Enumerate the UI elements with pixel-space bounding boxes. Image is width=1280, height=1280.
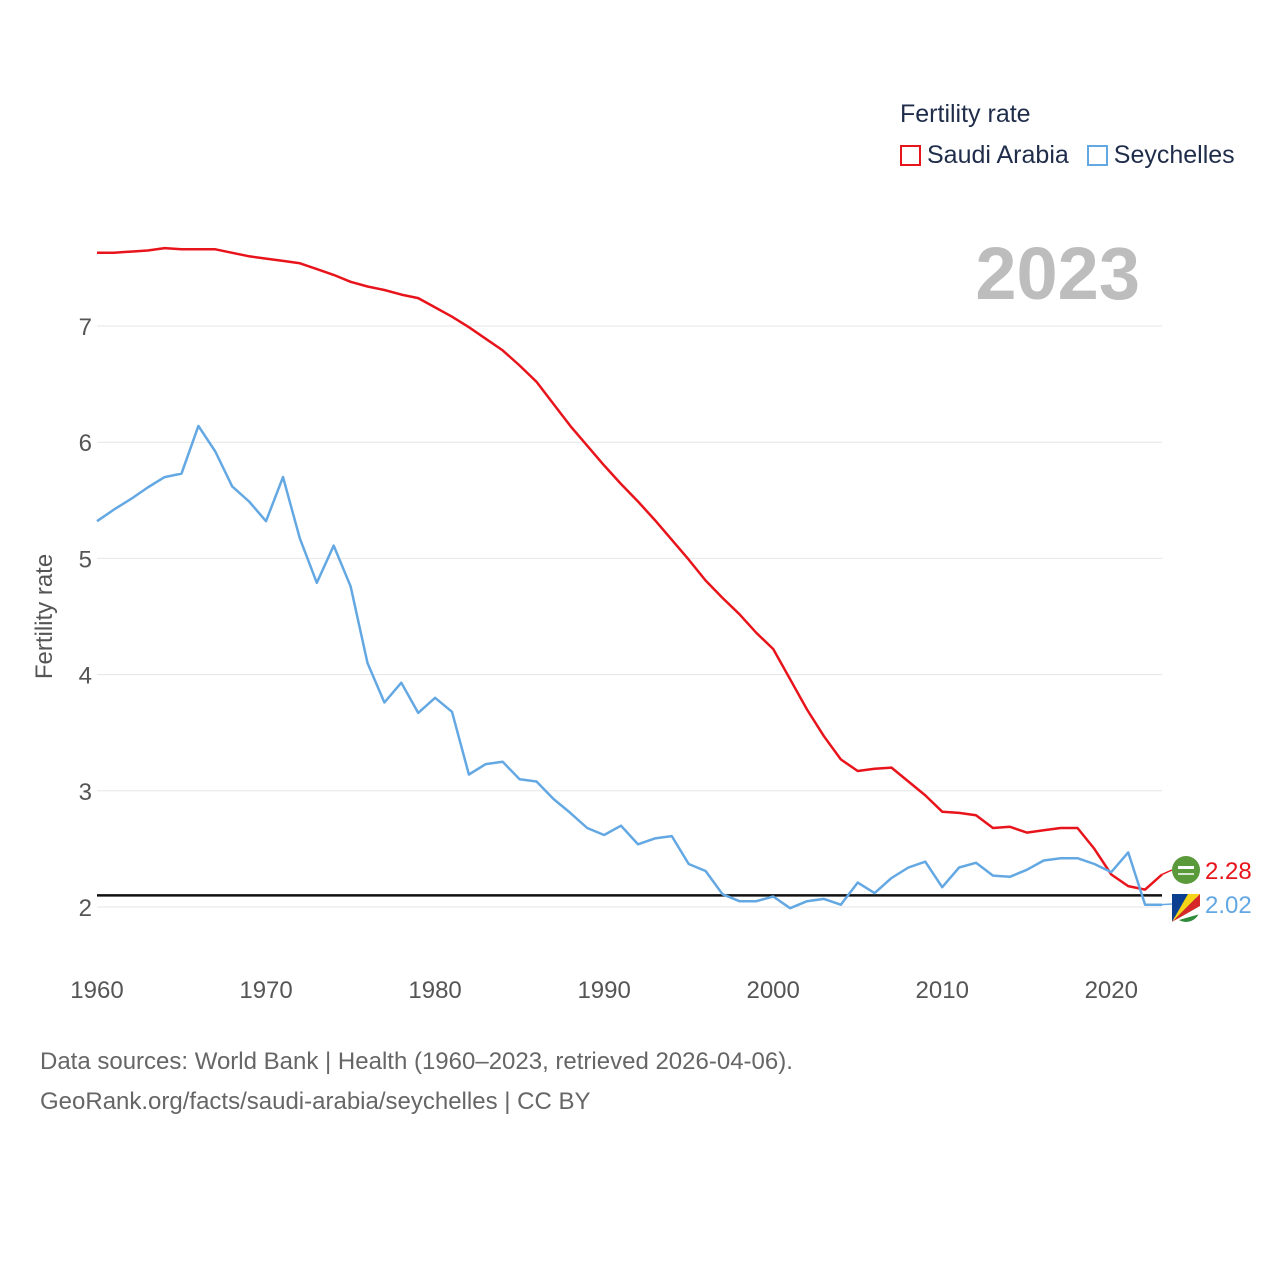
seychelles-flag-white <box>1172 906 1200 922</box>
series-line-saudi-arabia <box>97 246 1163 891</box>
saudi-flag-script <box>1178 866 1194 869</box>
x-tick-label: 2000 <box>746 977 799 1004</box>
seychelles-flag-red <box>1172 894 1200 922</box>
footer-sources: Data sources: World Bank | Health (1960–… <box>40 1048 793 1075</box>
x-tick-label: 1990 <box>577 977 630 1004</box>
legend-item-saudi-arabia[interactable]: Saudi Arabia <box>900 141 1069 170</box>
year-label: 2023 <box>975 232 1140 315</box>
legend: Fertility rate Saudi Arabia Seychelles <box>900 100 1235 170</box>
y-tick-label: 2 <box>79 895 92 922</box>
x-tick-label: 1960 <box>70 977 123 1004</box>
legend-item-seychelles[interactable]: Seychelles <box>1086 141 1235 170</box>
y-tick-label: 4 <box>79 663 92 690</box>
y-tick-label: 7 <box>79 314 92 341</box>
series-end-markers: 2.28 2.02 <box>1161 856 1252 922</box>
legend-title: Fertility rate <box>900 100 1031 128</box>
x-tick-label: 2020 <box>1085 977 1138 1004</box>
series-lines <box>96 246 1163 910</box>
end-value-label: 2.02 <box>1205 892 1252 919</box>
end-value-label: 2.28 <box>1205 858 1252 885</box>
seychelles-flag-icon <box>1172 894 1200 922</box>
legend-label-seychelles: Seychelles <box>1113 141 1235 169</box>
y-tick-label: 3 <box>79 779 92 806</box>
legend-swatch-saudi-arabia <box>900 145 921 166</box>
x-axis-ticks: 1960 1970 1980 1990 2000 2010 2020 <box>70 977 1138 1004</box>
y-axis-ticks: 2 3 4 5 6 7 <box>79 314 92 922</box>
gridlines <box>97 325 1162 908</box>
x-tick-label: 1970 <box>239 977 292 1004</box>
legend-swatch-seychelles <box>1086 145 1108 166</box>
saudi-arabia-flag-icon <box>1172 856 1200 884</box>
y-axis-title: Fertility rate <box>31 554 58 679</box>
x-tick-label: 2010 <box>916 977 969 1004</box>
series-line-seychelles <box>96 424 1162 910</box>
footer-attribution: GeoRank.org/facts/saudi-arabia/seychelle… <box>40 1088 591 1115</box>
legend-label-saudi-arabia: Saudi Arabia <box>927 141 1069 169</box>
end-connector <box>1161 903 1173 906</box>
footer: Data sources: World Bank | Health (1960–… <box>40 1042 793 1122</box>
end-connector <box>1161 869 1173 876</box>
y-tick-label: 6 <box>79 430 92 457</box>
x-tick-label: 1980 <box>408 977 461 1004</box>
y-tick-label: 5 <box>79 546 92 573</box>
